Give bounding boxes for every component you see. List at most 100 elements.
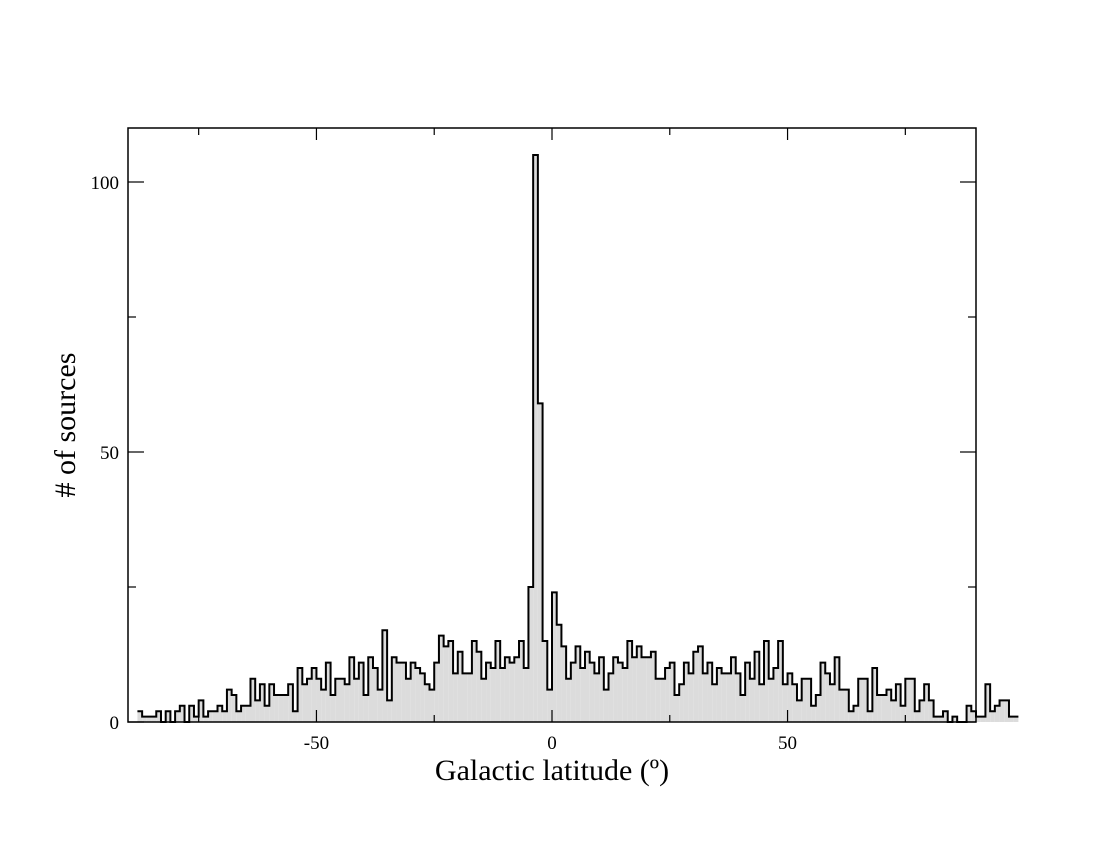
histogram-bar bbox=[764, 641, 769, 722]
histogram-bar bbox=[208, 711, 213, 722]
histogram-bar bbox=[712, 684, 717, 722]
x-tick-label: -50 bbox=[304, 733, 329, 754]
histogram-bar bbox=[429, 689, 435, 722]
histogram-bar bbox=[599, 657, 604, 722]
histogram-bar bbox=[514, 657, 520, 722]
histogram-bar bbox=[726, 673, 732, 722]
histogram-bar bbox=[933, 716, 939, 722]
histogram-bar bbox=[226, 689, 232, 722]
histogram-bar bbox=[693, 651, 699, 722]
histogram-bar bbox=[669, 662, 675, 722]
histogram-bar bbox=[782, 684, 788, 722]
histogram-bar bbox=[820, 662, 826, 722]
histogram-bar bbox=[924, 684, 929, 722]
histogram-bar bbox=[556, 624, 562, 722]
histogram-bar bbox=[613, 657, 618, 722]
histogram-bar bbox=[453, 673, 458, 722]
histogram-bar bbox=[848, 711, 854, 722]
histogram-bar bbox=[358, 662, 364, 722]
histogram-bar bbox=[867, 711, 873, 722]
y-tick-label: 50 bbox=[100, 443, 119, 464]
histogram-bar bbox=[886, 689, 892, 722]
histogram-bar bbox=[274, 695, 279, 722]
histogram-bar bbox=[415, 668, 421, 722]
histogram-bar bbox=[815, 695, 821, 722]
histogram-bar bbox=[674, 695, 680, 722]
histogram-bar bbox=[335, 678, 340, 722]
histogram-bar bbox=[575, 646, 581, 722]
histogram-bar bbox=[778, 641, 783, 722]
y-tick-label: 0 bbox=[110, 713, 120, 734]
histogram-bar bbox=[707, 662, 713, 722]
histogram-bar bbox=[759, 684, 764, 722]
histogram-bar bbox=[683, 662, 689, 722]
histogram-bar bbox=[829, 684, 835, 722]
histogram-bar bbox=[311, 668, 317, 722]
histogram-bar bbox=[627, 641, 633, 722]
histogram-bar bbox=[302, 684, 308, 722]
histogram-bar bbox=[806, 678, 812, 722]
histogram-bar bbox=[999, 700, 1005, 722]
histogram-bar bbox=[292, 711, 298, 722]
histogram-bar bbox=[448, 641, 454, 722]
x-axis-label: Galactic latitude (º) bbox=[435, 754, 669, 787]
histogram-bar bbox=[1004, 700, 1009, 722]
histogram-bar bbox=[387, 700, 392, 722]
histogram-bar bbox=[900, 705, 906, 722]
histogram-outline bbox=[137, 154, 1019, 723]
histogram-bar bbox=[533, 155, 538, 722]
histogram-bar bbox=[142, 716, 147, 722]
histogram-bar bbox=[259, 684, 265, 722]
histogram-bar bbox=[985, 684, 991, 722]
histogram-bar bbox=[146, 716, 152, 722]
histogram-bar bbox=[566, 678, 571, 722]
histogram-bar bbox=[231, 695, 237, 722]
histogram-bar bbox=[316, 678, 322, 722]
histogram-bar bbox=[773, 668, 779, 722]
histogram-bar bbox=[796, 700, 802, 722]
histogram-bar bbox=[391, 657, 397, 722]
histogram-bar bbox=[434, 662, 439, 722]
histogram-bar bbox=[811, 705, 816, 722]
histogram-bar bbox=[617, 662, 623, 722]
histogram-bar bbox=[410, 662, 416, 722]
histogram-bar bbox=[905, 678, 911, 722]
x-tick-label: 0 bbox=[547, 733, 557, 754]
histogram-bar bbox=[825, 673, 830, 722]
histogram-bar bbox=[405, 678, 411, 722]
histogram-bar bbox=[467, 673, 472, 722]
histogram-bar bbox=[702, 673, 708, 722]
histogram-bar bbox=[952, 716, 958, 722]
histogram-bar bbox=[754, 651, 760, 722]
histogram-bar bbox=[537, 403, 543, 722]
histogram-bar bbox=[589, 662, 595, 722]
histogram-bar bbox=[264, 705, 270, 722]
histogram-bar bbox=[203, 716, 209, 722]
histogram-bar bbox=[721, 673, 727, 722]
histogram-bar bbox=[749, 678, 755, 722]
histogram-bar bbox=[288, 684, 293, 722]
histogram-bar bbox=[283, 695, 289, 722]
histogram-bar bbox=[895, 684, 901, 722]
histogram-bar bbox=[891, 700, 896, 722]
histogram-bar bbox=[509, 662, 515, 722]
histogram-bar bbox=[990, 711, 995, 722]
histogram-bar bbox=[943, 711, 948, 722]
histogram-bar bbox=[137, 711, 143, 722]
histogram-bar bbox=[603, 689, 609, 722]
histogram-bar bbox=[245, 705, 251, 722]
histogram-bar bbox=[424, 684, 430, 722]
histogram-bar bbox=[241, 705, 246, 722]
histogram-bar bbox=[236, 711, 242, 722]
histogram-bar bbox=[462, 673, 468, 722]
histogram-bar bbox=[476, 651, 482, 722]
histogram-bar bbox=[914, 711, 920, 722]
histogram-bar bbox=[688, 673, 694, 722]
histogram-bar bbox=[368, 657, 373, 722]
histogram-bar bbox=[561, 646, 567, 722]
histogram-bar bbox=[881, 695, 887, 722]
y-tick-label: 100 bbox=[91, 173, 120, 194]
histogram-bar bbox=[255, 700, 260, 722]
histogram-bar bbox=[340, 678, 345, 722]
histogram-bar bbox=[528, 587, 534, 722]
